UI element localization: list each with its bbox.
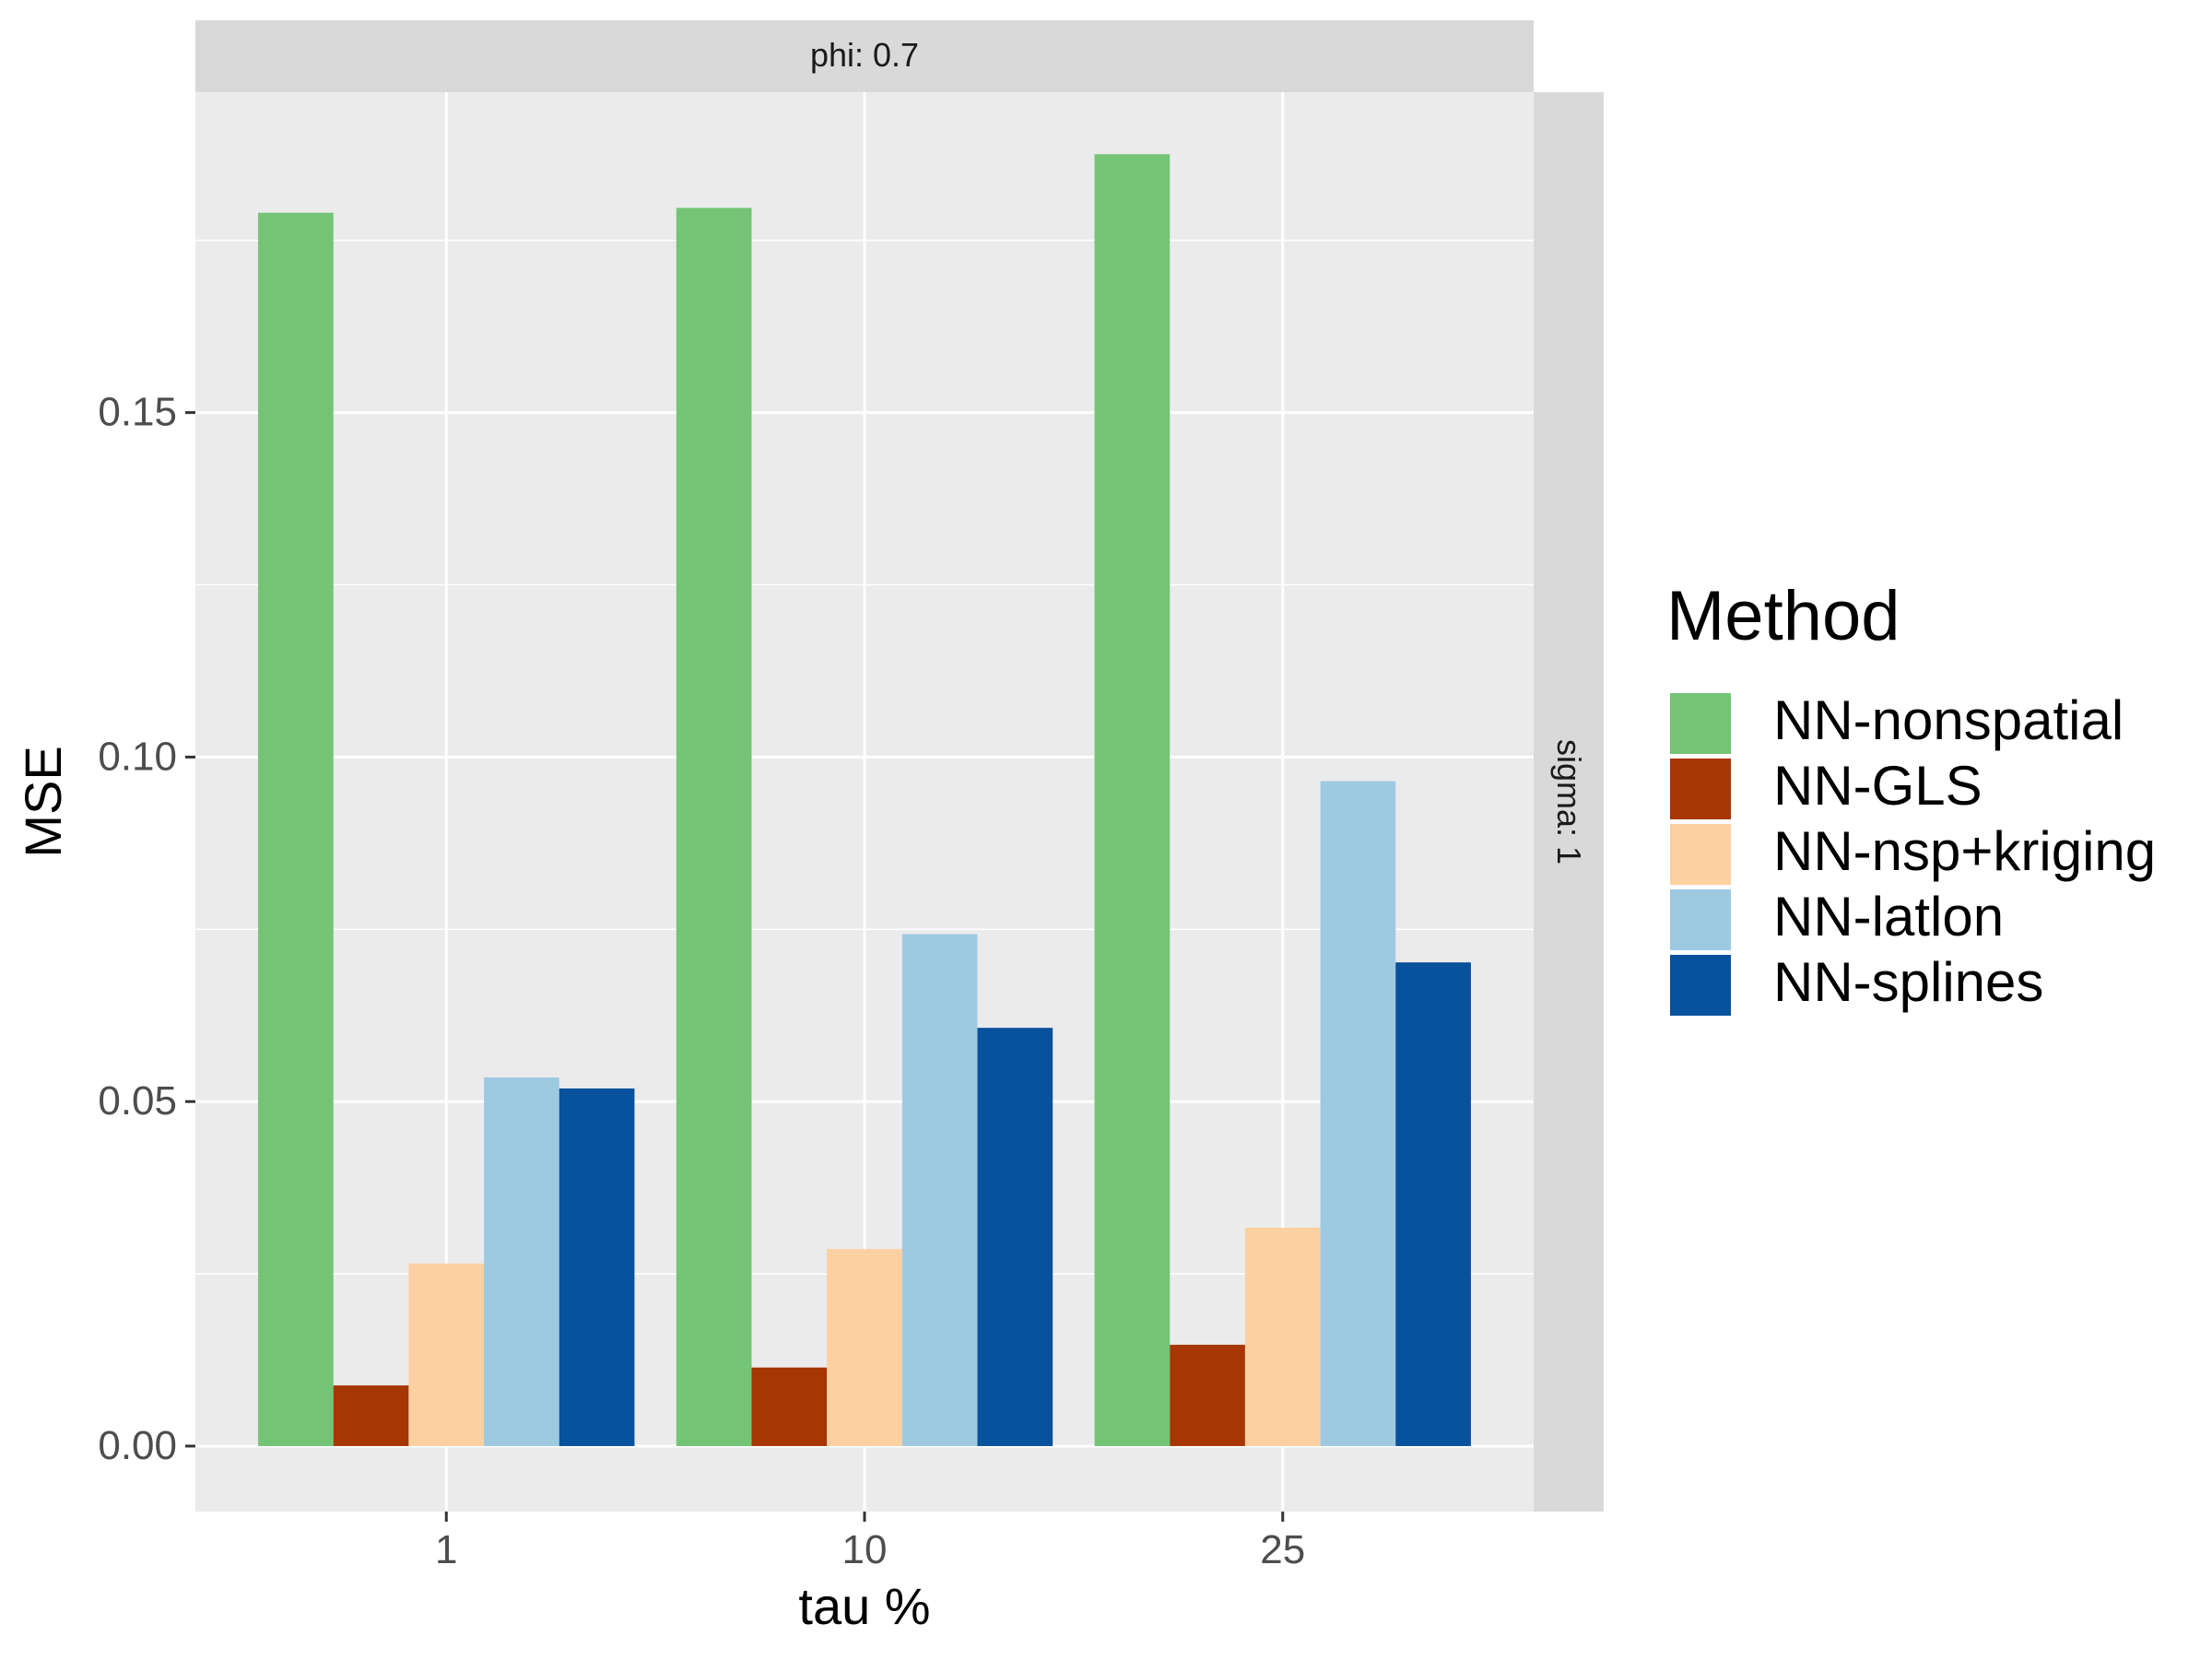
facet-label-top: phi: 0.7 bbox=[810, 36, 919, 74]
x-tick-label: 1 bbox=[435, 1527, 457, 1572]
bar-nn-splines-1 bbox=[559, 1088, 635, 1446]
bar-nn-latlon-1 bbox=[484, 1077, 559, 1446]
legend: Method NN-nonspatialNN-GLSNN-nsp+kriging… bbox=[1666, 577, 2156, 1016]
facet-strip-right bbox=[1534, 92, 1604, 1512]
legend-swatch-nn-nsp-kriging bbox=[1670, 824, 1731, 885]
facet-label-right: sigma: 1 bbox=[1550, 739, 1588, 865]
y-tick-label: 0.15 bbox=[98, 390, 177, 435]
bar-nn-latlon-10 bbox=[901, 934, 978, 1446]
legend-swatch-nn-gls bbox=[1670, 759, 1731, 819]
legend-label: NN-splines bbox=[1773, 951, 2043, 1013]
legend-label: NN-nsp+kriging bbox=[1773, 820, 2156, 882]
legend-label: NN-GLS bbox=[1773, 755, 1983, 817]
bar-nn-gls-10 bbox=[751, 1367, 828, 1446]
bar-nn-nonspatial-25 bbox=[1094, 154, 1171, 1446]
y-axis-title: MSE bbox=[14, 746, 72, 857]
bar-nn-nonspatial-1 bbox=[258, 212, 334, 1446]
y-tick-label: 0.10 bbox=[98, 734, 177, 779]
bar-nn-nsp-kriging-25 bbox=[1244, 1228, 1321, 1446]
y-tick-label: 0.00 bbox=[98, 1423, 177, 1468]
legend-label: NN-nonspatial bbox=[1773, 689, 2124, 751]
y-tick-label: 0.05 bbox=[98, 1078, 177, 1124]
bar-nn-nonspatial-10 bbox=[676, 207, 752, 1446]
bars bbox=[258, 154, 1471, 1446]
bar-nn-gls-1 bbox=[333, 1385, 409, 1446]
bar-nn-splines-10 bbox=[977, 1028, 1053, 1446]
x-tick-label: 25 bbox=[1260, 1527, 1305, 1572]
axes: 0.00 0.05 0.10 0.15 1 10 25 bbox=[98, 390, 1305, 1572]
bar-nn-nsp-kriging-10 bbox=[827, 1249, 902, 1446]
facet-strip-top bbox=[195, 20, 1534, 92]
legend-title: Method bbox=[1666, 577, 1900, 655]
legend-label: NN-latlon bbox=[1773, 886, 2004, 947]
x-axis-title: tau % bbox=[798, 1577, 930, 1635]
bar-nn-gls-25 bbox=[1170, 1345, 1245, 1446]
legend-swatch-nn-latlon bbox=[1670, 889, 1731, 950]
bar-nn-splines-25 bbox=[1395, 962, 1471, 1446]
legend-swatch-nn-splines bbox=[1670, 955, 1731, 1016]
bar-nn-latlon-25 bbox=[1320, 781, 1396, 1446]
x-tick-label: 10 bbox=[842, 1527, 888, 1572]
legend-swatch-nn-nonspatial bbox=[1670, 693, 1731, 754]
bar-nn-nsp-kriging-1 bbox=[408, 1263, 485, 1446]
